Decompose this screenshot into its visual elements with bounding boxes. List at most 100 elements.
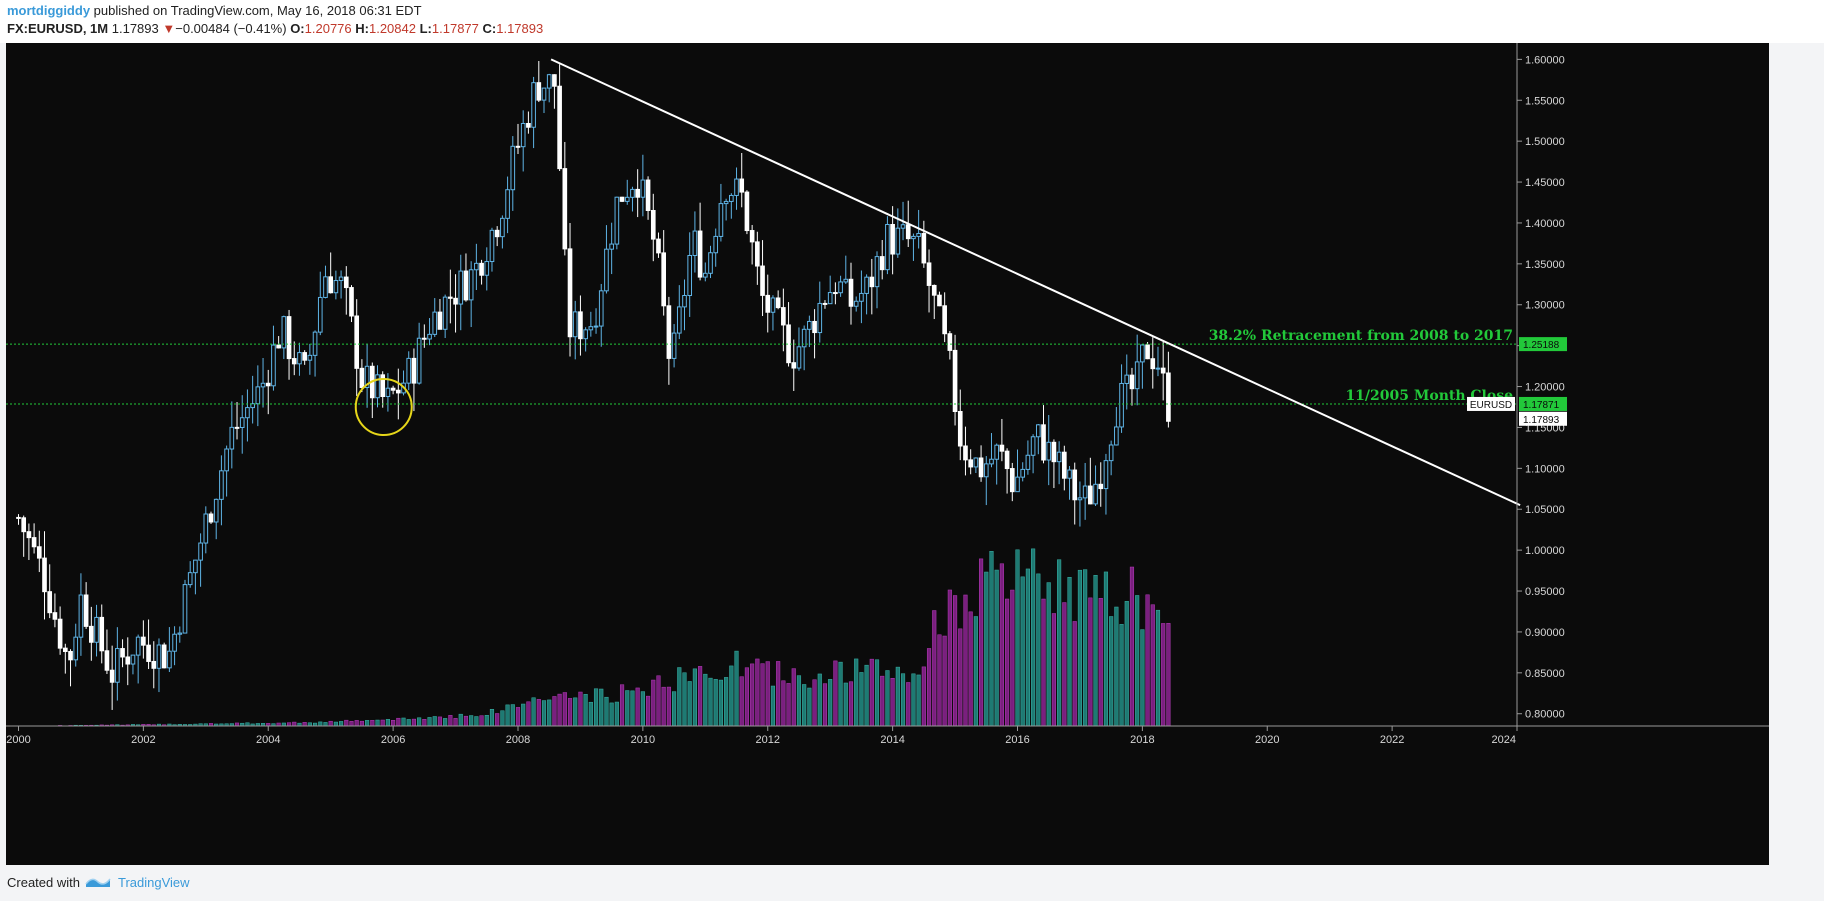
volume-bar (1098, 598, 1103, 727)
last-price: 1.17893 (111, 21, 159, 36)
candle (666, 305, 672, 359)
candle (276, 344, 281, 349)
chart-area[interactable]: 38.2% Retracement from 2008 to 2017 11/20… (6, 43, 1769, 865)
candle (317, 296, 323, 333)
volume-bar (708, 677, 713, 727)
time-axis-label: 2024 (1492, 734, 1516, 746)
volume-bar (1010, 589, 1015, 727)
candle (224, 448, 229, 472)
candle (791, 362, 797, 369)
price-tag-label: 1.17871 (1523, 400, 1560, 411)
candle (271, 344, 276, 387)
volume-bar (391, 719, 396, 727)
volume-bar (495, 713, 500, 727)
candle (796, 346, 802, 369)
volume-bar (807, 687, 812, 727)
candle (921, 233, 927, 264)
candle (1009, 468, 1015, 493)
candle (838, 281, 843, 294)
volume-bar (302, 722, 307, 727)
volume-bar (588, 701, 593, 727)
candle (1088, 485, 1093, 505)
volume-bar (557, 693, 562, 727)
volume-bar (989, 551, 994, 727)
volume-bar (531, 697, 536, 727)
volume-bar (703, 673, 708, 727)
candle (697, 230, 703, 278)
volume-bar (750, 663, 755, 727)
volume-bar (895, 666, 900, 727)
time-axis-label: 2014 (880, 734, 904, 746)
volume-bar (718, 679, 723, 727)
volume-bar (479, 715, 484, 727)
candle (1041, 424, 1046, 461)
candle (104, 650, 110, 671)
candle (281, 316, 287, 349)
candle (864, 276, 869, 294)
candle (994, 444, 1000, 460)
level-label: 38.2% Retracement from 2008 to 2017 (1209, 328, 1513, 344)
candle (676, 306, 682, 334)
volume-bar (900, 673, 906, 727)
price-axis-label: 0.85000 (1525, 668, 1565, 680)
candle (546, 74, 552, 89)
candle (395, 389, 401, 394)
candle (713, 235, 719, 254)
volume-bar (791, 668, 796, 727)
candle (916, 233, 921, 237)
volume-bar (406, 719, 411, 727)
candle (130, 654, 136, 665)
candle (718, 203, 724, 237)
volume-bar (973, 616, 978, 727)
candle (1020, 468, 1026, 478)
volume-bar (833, 660, 838, 727)
volume-bar (385, 719, 390, 727)
candle (1108, 444, 1114, 462)
volume-bar (776, 661, 781, 727)
candle (859, 292, 864, 302)
volume-bar (625, 690, 630, 727)
candle (957, 411, 963, 447)
candle (448, 296, 453, 299)
trendline (550, 58, 1521, 507)
volume-bar (1046, 582, 1051, 727)
volume-bar (739, 676, 744, 727)
volume-bar (848, 681, 854, 727)
volume-bar (926, 648, 932, 727)
candle (57, 618, 63, 649)
candle (474, 262, 479, 271)
tradingview-link[interactable]: TradingView (118, 875, 190, 890)
candle (848, 278, 854, 307)
volume-bar (796, 675, 802, 727)
price-axis-label: 1.45000 (1525, 177, 1565, 189)
volume-bar (661, 686, 666, 727)
price-axis-label: 0.90000 (1525, 627, 1565, 639)
candle (354, 315, 360, 369)
volume-bar (958, 628, 963, 727)
candle (572, 311, 578, 338)
volume-bar (645, 695, 651, 727)
candle (21, 517, 27, 533)
candle (687, 254, 693, 296)
candle (255, 386, 261, 405)
candle (989, 458, 994, 465)
candle (614, 196, 620, 245)
candle (526, 122, 531, 128)
candle (198, 542, 203, 561)
volume-bar (765, 661, 770, 727)
volume-bar (666, 686, 671, 727)
price-axis-label: 1.40000 (1525, 218, 1565, 230)
volume-bar (578, 691, 583, 727)
candle (1046, 441, 1052, 461)
tradingview-logo-icon[interactable] (84, 873, 112, 891)
candle (812, 320, 817, 334)
price-chart[interactable]: 38.2% Retracement from 2008 to 201711/20… (6, 43, 1769, 865)
volume-bar (843, 682, 848, 727)
candle (167, 650, 172, 669)
high-value: 1.20842 (368, 21, 416, 36)
volume-bar (979, 558, 984, 727)
candle (151, 660, 157, 669)
symbol-label[interactable]: FX:EURUSD, 1M (7, 21, 109, 36)
candle (1062, 451, 1067, 479)
author-link[interactable]: mortdiggiddy (7, 3, 91, 18)
